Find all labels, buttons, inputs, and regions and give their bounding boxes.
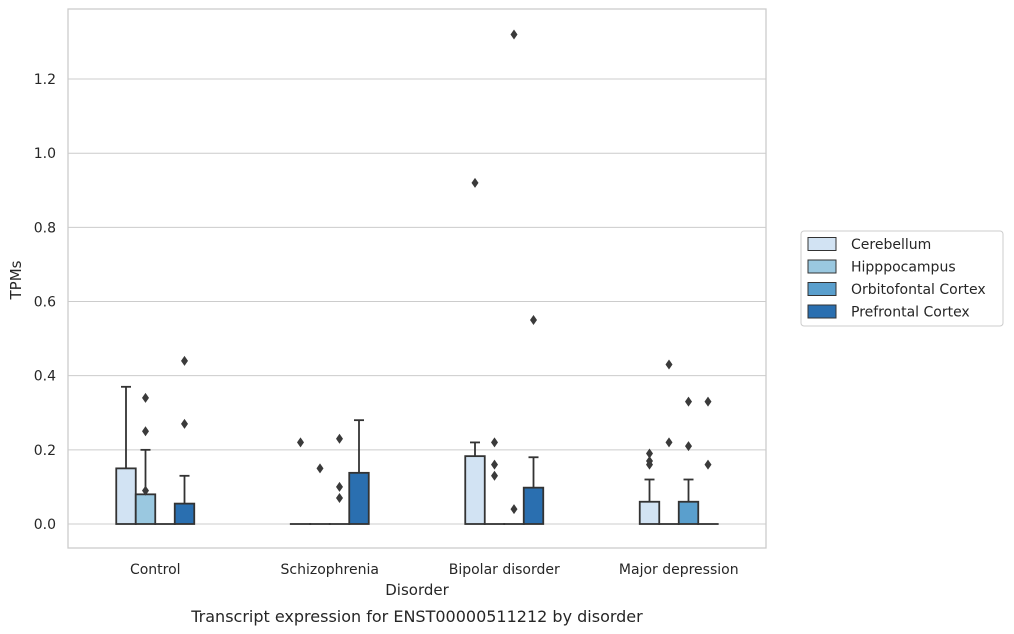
legend-label: Cerebellum	[851, 237, 931, 253]
legend-swatch	[807, 237, 837, 251]
outlier-point	[336, 481, 343, 492]
outlier-point	[665, 359, 673, 370]
bar	[134, 493, 157, 525]
x-tick-label: Schizophrenia	[281, 562, 379, 578]
y-tick-label: 0.2	[34, 443, 56, 459]
outlier-point	[142, 426, 149, 437]
outlier-point	[665, 437, 673, 448]
legend-frame	[800, 230, 1004, 327]
error-bars-layer	[121, 385, 694, 504]
outlier-point	[646, 459, 653, 470]
outlier-point	[336, 433, 343, 444]
outlier-point	[530, 315, 537, 326]
outlier-point	[297, 437, 304, 448]
outlier-point	[510, 504, 518, 515]
bar	[348, 471, 370, 525]
outlier-point	[471, 177, 479, 188]
legend-label: Prefrontal Cortex	[851, 305, 970, 321]
outlier-point	[646, 448, 653, 459]
outlier-point	[685, 441, 692, 452]
y-tick-label: 1.0	[34, 146, 56, 162]
outlier-point	[336, 493, 343, 504]
legend-label: Orbitofontal Cortex	[851, 282, 986, 298]
y-tick-label: 0.0	[34, 517, 56, 533]
outlier-point	[704, 459, 712, 470]
legend-swatch	[807, 282, 837, 296]
plot-frame	[67, 8, 767, 549]
outlier-point	[181, 418, 188, 429]
outlier-point	[142, 485, 149, 496]
legend-swatch	[807, 304, 837, 319]
chart-caption: Transcript expression for ENST0000051121…	[190, 607, 643, 626]
outlier-point	[704, 396, 712, 407]
outlier-point	[316, 463, 324, 474]
legend-label: Hipppocampus	[851, 260, 956, 276]
y-tick-label: 1.2	[34, 72, 56, 88]
outlier-point	[142, 392, 149, 403]
outlier-point	[510, 29, 518, 40]
x-tick-labels: Control Schizophrenia Bipolar disorder Majo…	[130, 562, 739, 578]
bar	[638, 500, 661, 525]
bar	[522, 486, 545, 525]
x-tick-label: Bipolar disorder	[449, 562, 560, 578]
outlier-point	[181, 355, 188, 366]
bar	[677, 500, 700, 525]
outlier-point	[491, 459, 498, 470]
outliers-layer	[142, 29, 712, 515]
y-gridlines	[68, 78, 766, 525]
bar	[115, 467, 137, 525]
outlier-point	[491, 470, 498, 481]
x-tick-label: Major depression	[619, 562, 739, 578]
legend: Cerebellum Hipppocampus Orbitofontal Corte…	[800, 230, 1004, 327]
bars-layer	[115, 455, 719, 525]
x-axis-label: Disorder	[385, 581, 449, 599]
y-tick-label: 0.4	[34, 369, 56, 385]
legend-swatch	[807, 259, 837, 274]
y-axis-label: TPMs	[7, 260, 25, 300]
y-tick-labels: 0.0 0.2 0.4 0.6 0.8 1.0 1.2	[34, 72, 56, 533]
outlier-point	[685, 396, 692, 407]
outlier-point	[491, 437, 498, 448]
y-tick-label: 0.8	[34, 220, 56, 236]
y-tick-label: 0.6	[34, 295, 56, 311]
bar	[464, 455, 486, 525]
x-tick-label: Control	[130, 562, 181, 578]
bar	[173, 502, 196, 525]
